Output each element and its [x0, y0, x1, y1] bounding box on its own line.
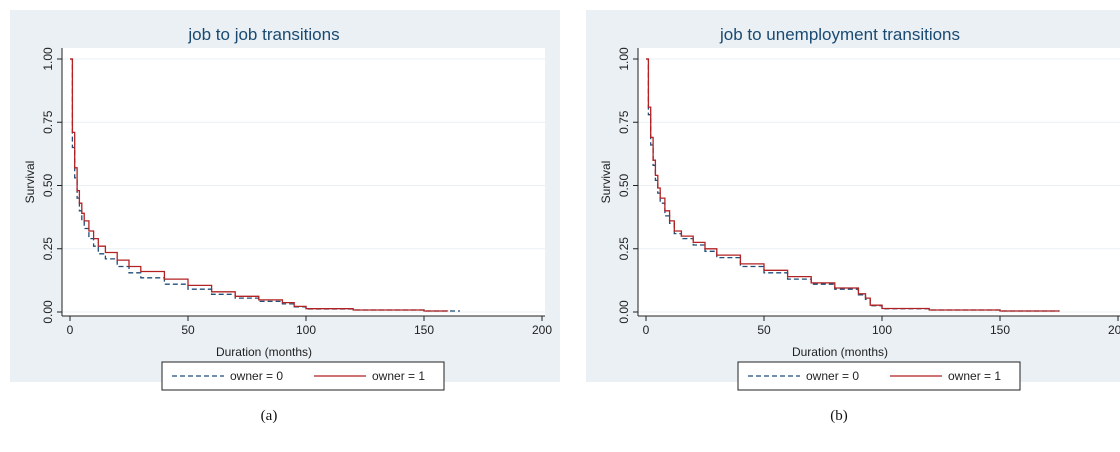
caption-b: (b)	[830, 408, 848, 424]
x-tick-label: 0	[67, 323, 74, 337]
x-tick-label: 200	[1108, 323, 1120, 337]
x-tick-label: 200	[532, 323, 552, 337]
caption-a: (a)	[260, 408, 278, 424]
chart-a-svg: job to job transitions 0.00 0.25 0.50 0.75 1.…	[10, 10, 560, 391]
x-tick-label: 150	[990, 323, 1010, 337]
x-tick-label: 50	[757, 323, 771, 337]
y-tick-label: 0.50	[617, 173, 631, 197]
y-tick-label: 0.25	[617, 237, 631, 261]
legend-label: owner = 0	[806, 369, 859, 383]
chart-panel-a: job to job transitions 0.00 0.25 0.50 0.75 1.…	[0, 0, 560, 400]
legend-label: owner = 1	[948, 369, 1001, 383]
x-tick-label: 0	[643, 323, 650, 337]
x-axis-label: Duration (months)	[216, 345, 312, 359]
x-tick-label: 100	[296, 323, 316, 337]
legend-label: owner = 0	[230, 369, 283, 383]
chart-title: job to job transitions	[187, 25, 339, 44]
x-tick-label: 150	[414, 323, 434, 337]
legend-label: owner = 1	[372, 369, 425, 383]
y-axis-label: Survival	[599, 161, 613, 204]
y-tick-label: 0.00	[41, 300, 55, 324]
y-tick-label: 0.75	[617, 110, 631, 134]
chart-b-svg: job to unemployment transitions 0.00 0.25 0…	[586, 10, 1120, 391]
y-tick-label: 1.00	[617, 47, 631, 71]
y-tick-label: 0.25	[41, 237, 55, 261]
series-line-owner-1	[70, 58, 449, 312]
y-tick-label: 0.00	[617, 300, 631, 324]
y-tick-label: 0.50	[41, 173, 55, 197]
x-tick-label: 50	[181, 323, 195, 337]
x-tick-label: 100	[872, 323, 892, 337]
plot-area	[62, 48, 545, 316]
chart-panel-b: job to unemployment transitions 0.00 0.25 0…	[576, 0, 1120, 400]
y-tick-label: 0.75	[41, 110, 55, 134]
y-tick-label: 1.00	[41, 47, 55, 71]
chart-title: job to unemployment transitions	[719, 25, 960, 44]
plot-area	[638, 48, 1120, 316]
x-axis-label: Duration (months)	[792, 345, 888, 359]
y-axis-label: Survival	[23, 161, 37, 204]
series-line-owner-1	[646, 58, 1060, 312]
